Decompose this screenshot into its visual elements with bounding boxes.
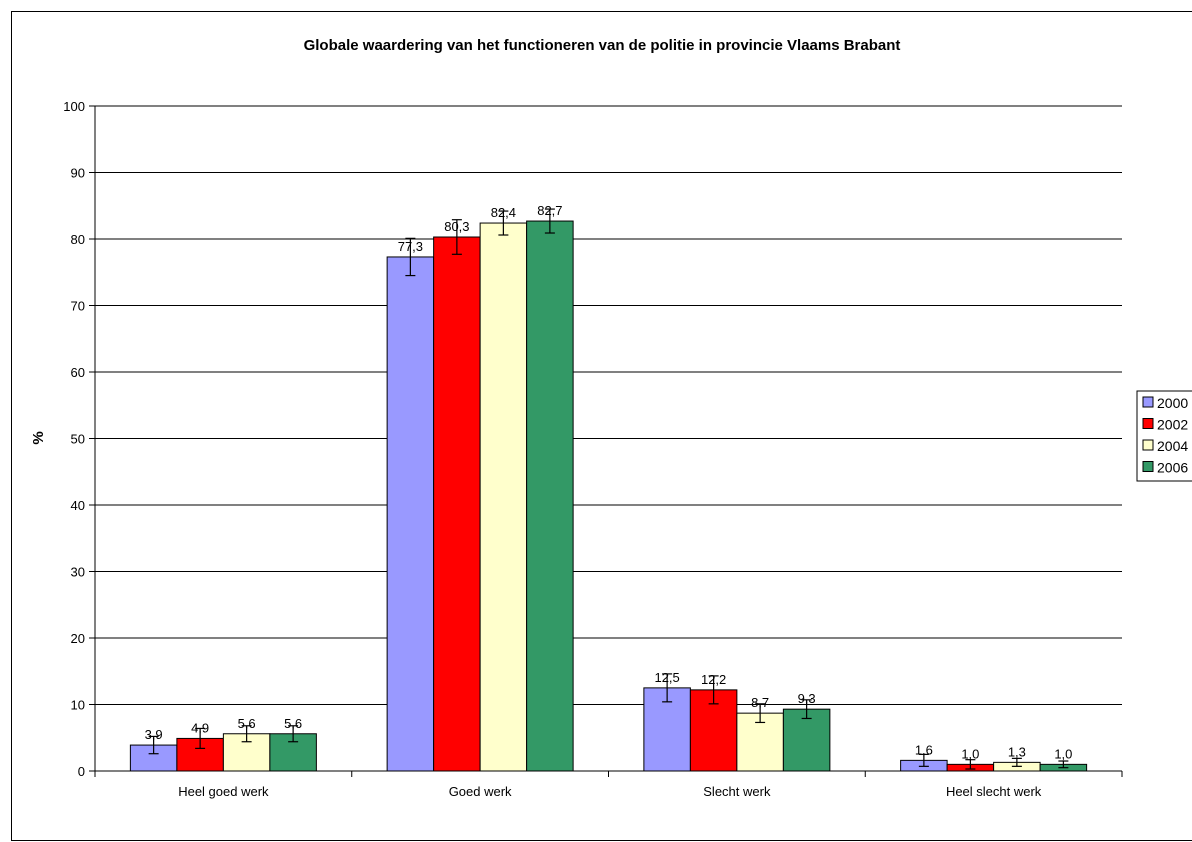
y-tick-label: 80 [71,232,85,247]
chart-title: Globale waardering van het functioneren … [304,37,901,54]
data-label: 1,6 [915,742,933,757]
x-tick-label: Heel slecht werk [946,784,1042,799]
bar [782,708,831,772]
data-label: 77,3 [398,239,423,254]
data-label: 5,6 [284,716,302,731]
bar [479,222,528,772]
y-tick-label: 20 [71,631,85,646]
y-tick-label: 40 [71,498,85,513]
data-label: 12,5 [654,670,679,685]
y-tick-label: 50 [71,432,85,447]
legend-swatch [1142,439,1154,451]
y-tick-label: 10 [71,698,85,713]
bar [526,220,574,772]
y-axis-label: % [30,431,47,444]
legend-label: 2000 [1157,395,1188,411]
data-label: 1,3 [1008,744,1026,759]
y-tick-label: 0 [78,764,85,779]
y-tick-label: 70 [71,299,85,314]
axes: 0 10 20 30 40 50 60 70 80 90 100 Heel goed werk Goed… [63,99,1123,799]
data-label: 4,9 [191,720,209,735]
data-label: 5,6 [238,716,256,731]
x-tick-label: Heel goed werk [178,784,269,799]
y-tick-label: 30 [71,565,85,580]
x-tick-label: Goed werk [449,784,512,799]
legend-label: 2002 [1157,417,1188,433]
legend-swatch [1142,461,1154,472]
data-label: 8,7 [751,695,769,710]
legend-label: 2004 [1157,438,1188,454]
y-tick-label: 100 [63,99,85,114]
bar [433,236,481,772]
bars: 3,9 4,9 5,6 5,6 77,3 80,3 82,4 82,7 12,5 12,2 8,7 9… [129,203,1088,772]
data-label: 3,9 [145,727,163,742]
data-label: 82,4 [491,205,516,220]
data-label: 1,0 [1054,746,1072,761]
data-label: 12,2 [701,672,726,687]
bar-chart: Globale waardering van het functioneren … [30,37,1192,799]
data-label: 1,0 [961,746,979,761]
data-label: 82,7 [537,203,562,218]
bar [386,256,435,772]
data-label: 80,3 [444,219,469,234]
x-tick-label: Slecht werk [703,784,771,799]
legend: 2000 2002 2004 2006 [1136,390,1192,482]
y-tick-label: 90 [71,166,85,181]
y-tick-label: 60 [71,365,85,380]
gridlines [95,105,1122,705]
legend-swatch [1142,418,1154,429]
legend-swatch [1142,396,1154,408]
chart-frame: Globale waardering van het functioneren … [11,11,1192,841]
legend-label: 2006 [1157,460,1188,476]
data-label: 9,3 [798,691,816,706]
